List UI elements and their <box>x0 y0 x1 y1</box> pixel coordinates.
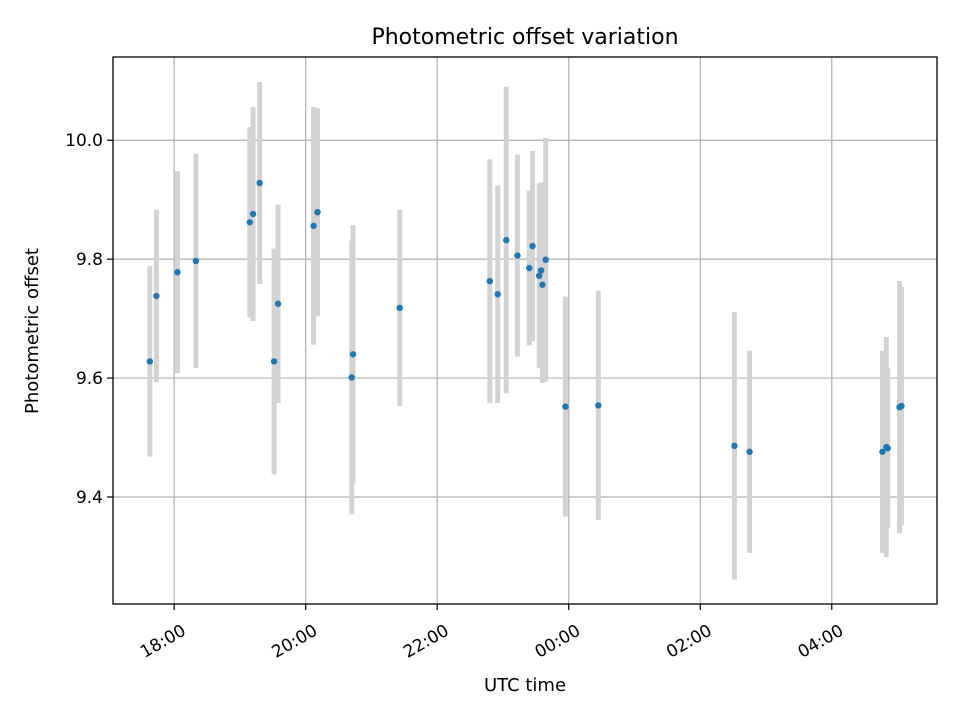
data-point <box>494 291 501 298</box>
data-point <box>314 208 321 216</box>
y-tick-label: 10.0 <box>65 131 103 151</box>
data-point <box>537 267 545 274</box>
data-point <box>562 403 569 410</box>
y-tick-label: 9.4 <box>76 488 103 508</box>
chart-title: Photometric offset variation <box>371 25 678 50</box>
data-point <box>595 402 602 409</box>
data-point <box>535 272 543 279</box>
data-point <box>884 445 891 452</box>
y-axis-label: Photometric offset <box>22 248 43 414</box>
data-point <box>731 442 738 450</box>
data-point <box>898 402 905 410</box>
data-point <box>348 374 355 381</box>
y-tick-label: 9.6 <box>76 369 103 389</box>
data-point <box>503 236 510 244</box>
data-point <box>529 242 536 250</box>
x-axis-label: UTC time <box>484 675 566 696</box>
data-point <box>514 252 521 259</box>
data-point <box>526 264 533 272</box>
data-point <box>192 257 200 265</box>
data-points <box>146 179 905 455</box>
data-point <box>349 351 357 358</box>
data-point <box>246 219 253 226</box>
data-point <box>396 304 403 312</box>
data-point <box>249 210 257 218</box>
data-point <box>539 281 546 288</box>
data-point <box>746 448 753 455</box>
data-point <box>146 358 154 365</box>
data-point <box>153 292 160 300</box>
data-point <box>270 358 278 365</box>
y-tick-label: 9.8 <box>76 250 103 270</box>
data-point <box>174 269 181 276</box>
data-point <box>879 448 886 455</box>
data-point <box>310 222 317 230</box>
data-point <box>274 300 282 307</box>
data-point <box>542 256 549 263</box>
data-point <box>486 277 494 285</box>
grid <box>113 57 937 604</box>
y-axis-ticks: 9.4 9.6 9.8 10.0 <box>65 131 113 508</box>
data-point <box>256 179 263 187</box>
plot-frame <box>112 56 938 605</box>
